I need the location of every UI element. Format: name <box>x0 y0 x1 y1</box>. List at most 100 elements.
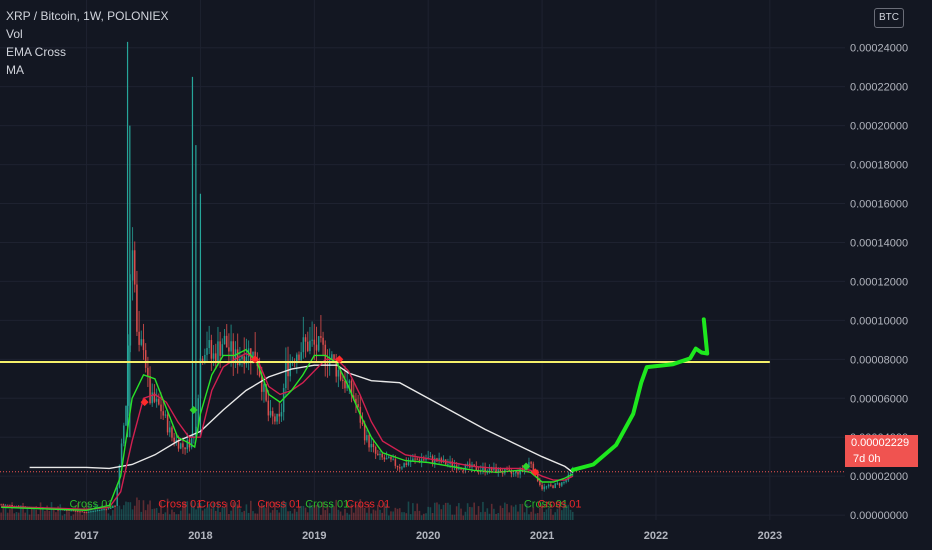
price-tick-label: 0.00010000 <box>850 315 908 327</box>
volume-bar <box>158 512 160 520</box>
candle-body <box>241 356 243 359</box>
volume-bar <box>357 505 359 520</box>
candle-body <box>2 504 5 506</box>
volume-bar <box>482 501 484 520</box>
volume-bar <box>96 504 99 520</box>
candle-body <box>151 392 154 404</box>
candle-body <box>387 456 390 458</box>
candle-body <box>160 404 162 412</box>
candle-body <box>208 340 210 349</box>
candle-body <box>335 359 338 377</box>
volume-bar <box>528 514 530 520</box>
volume-bar <box>462 515 465 520</box>
volume-bar <box>280 503 283 520</box>
candle-body <box>182 443 184 448</box>
volume-bar <box>379 509 381 520</box>
volume-bar <box>304 507 307 520</box>
volume-bar <box>289 511 292 520</box>
symbol-title[interactable]: XRP / Bitcoin, 1W, POLONIEX <box>6 9 169 23</box>
volume-bar <box>129 502 132 520</box>
candle-body <box>396 465 399 468</box>
candle-body <box>381 453 384 458</box>
volume-bar <box>52 509 55 520</box>
volume-bar <box>252 511 254 520</box>
candle-body <box>63 509 66 511</box>
volume-bar <box>245 504 248 520</box>
volume-bar <box>331 503 333 520</box>
candle-body <box>282 388 285 413</box>
currency-button[interactable]: BTC <box>874 8 904 28</box>
candle-body <box>337 370 340 377</box>
volume-bar <box>381 512 384 520</box>
volume-bar <box>37 514 40 520</box>
volume-bar <box>366 512 368 520</box>
volume-bar <box>11 502 13 520</box>
volume-bar <box>431 512 434 520</box>
volume-bar <box>298 506 300 520</box>
candle-body <box>501 472 504 474</box>
candle-body <box>278 413 281 417</box>
candle-body <box>451 461 454 467</box>
volume-bar <box>236 504 239 520</box>
candle-body <box>225 335 228 348</box>
candle-body <box>341 379 344 382</box>
candle-body <box>171 427 173 438</box>
price-tick-label: 0.00020000 <box>850 121 908 133</box>
candle-body <box>497 468 500 473</box>
volume-bar <box>412 503 414 520</box>
volume-bar <box>423 513 425 520</box>
volume-bar <box>309 502 311 520</box>
volume-bar <box>377 504 379 520</box>
volume-bar <box>455 506 458 520</box>
time-tick-label: 2017 <box>74 530 98 542</box>
volume-bar <box>258 506 261 520</box>
indicator-ema-cross[interactable]: EMA Cross <box>6 45 67 59</box>
candle-body <box>298 354 300 361</box>
volume-bar <box>72 514 75 520</box>
volume-bar <box>401 512 403 520</box>
volume-bar <box>217 501 219 520</box>
volume-bar <box>46 505 48 520</box>
indicator-volume[interactable]: Vol <box>6 27 23 41</box>
volume-bar <box>66 509 68 520</box>
cross-label: Cross 01 <box>198 498 242 510</box>
candle-body <box>425 459 427 461</box>
candle-body <box>74 510 77 512</box>
chart-legend: XRP / Bitcoin, 1W, POLONIEX Vol EMA Cros… <box>6 7 169 79</box>
candle-body <box>114 505 116 507</box>
volume-bar <box>385 504 388 520</box>
volume-bar <box>160 501 162 520</box>
candle-body <box>105 509 108 511</box>
candle-body <box>109 507 112 509</box>
volume-bar <box>534 513 537 520</box>
volume-bar <box>265 508 267 520</box>
candle-body <box>565 480 567 482</box>
candle-body <box>567 474 570 481</box>
volume-bar <box>177 514 180 520</box>
candle-body <box>186 439 189 450</box>
candle-body <box>212 353 215 359</box>
volume-bar <box>282 500 285 520</box>
volume-bar <box>499 505 502 520</box>
volume-bar <box>190 500 193 520</box>
projection-line <box>570 317 710 472</box>
candle-body <box>304 337 307 342</box>
volume-bar <box>442 504 445 520</box>
volume-bar <box>512 506 515 520</box>
candle-body <box>112 505 114 508</box>
volume-bar <box>447 502 449 520</box>
candle-body <box>339 370 342 380</box>
volume-bar <box>142 500 145 520</box>
volume-bar <box>199 502 202 520</box>
volume-bar <box>361 505 364 520</box>
volume-bar <box>166 498 169 520</box>
indicator-ma[interactable]: MA <box>6 63 24 77</box>
candle-body <box>287 361 289 377</box>
volume-bar <box>0 512 2 520</box>
candle-body <box>166 414 169 433</box>
volume-bar <box>112 510 114 520</box>
candle-body <box>366 435 368 441</box>
candle-body <box>158 398 160 405</box>
candle-body <box>370 443 373 448</box>
